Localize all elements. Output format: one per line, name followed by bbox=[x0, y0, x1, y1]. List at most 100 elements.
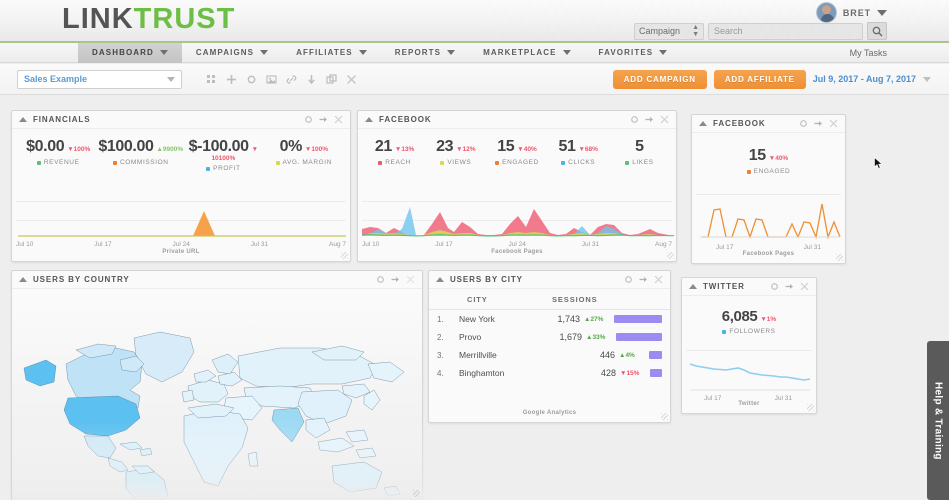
widget-footer: Private URL bbox=[162, 249, 200, 255]
add-affiliate-button[interactable]: ADD AFFILIATE bbox=[713, 69, 806, 89]
chevron-down-icon bbox=[447, 50, 456, 55]
help-and-training-tab[interactable]: Help & Training bbox=[927, 341, 949, 500]
search-scope-select[interactable]: Campaign ▲ ▼ bbox=[634, 22, 704, 40]
gear-icon[interactable] bbox=[799, 119, 808, 128]
expand-arrow-icon[interactable] bbox=[639, 275, 648, 284]
expand-arrow-icon[interactable] bbox=[645, 115, 654, 124]
nav-item-campaigns[interactable]: CAMPAIGNS bbox=[182, 43, 282, 63]
expand-arrow-icon[interactable] bbox=[785, 282, 794, 291]
close-icon[interactable] bbox=[800, 282, 809, 291]
resize-handle[interactable] bbox=[807, 404, 814, 411]
gear-icon[interactable] bbox=[624, 275, 633, 284]
expand-arrow-icon[interactable] bbox=[319, 115, 328, 124]
kpi-likes: 5 LIKES bbox=[609, 138, 670, 166]
nav-item-affiliates[interactable]: AFFILIATES bbox=[282, 43, 381, 63]
gear-icon[interactable] bbox=[630, 115, 639, 124]
image-icon[interactable] bbox=[266, 74, 277, 85]
search-input[interactable]: Search bbox=[708, 22, 863, 40]
table-row[interactable]: 2. Provo 1,679 ▲33% bbox=[429, 328, 670, 346]
widget-footer: Facebook Pages bbox=[491, 249, 543, 255]
table-row[interactable]: 1. New York 1,743 ▲27% bbox=[429, 310, 670, 328]
close-icon[interactable] bbox=[334, 115, 343, 124]
city-table-header: CITY SESSIONS bbox=[429, 289, 670, 310]
link-icon[interactable] bbox=[286, 74, 297, 85]
gear-icon[interactable] bbox=[770, 282, 779, 291]
table-row[interactable]: 3. Merrillville 446 ▲4% bbox=[429, 346, 670, 364]
resize-handle[interactable] bbox=[413, 490, 420, 497]
dashboard-select[interactable]: Sales Example bbox=[17, 69, 182, 89]
nav-item-favorites[interactable]: FAVORITES bbox=[585, 43, 682, 63]
collapse-icon[interactable] bbox=[19, 117, 27, 122]
kpi-clicks: 51 ▼68% CLICKS bbox=[548, 138, 609, 166]
x-tick: Aug 7 bbox=[655, 241, 672, 248]
gear-icon[interactable] bbox=[304, 115, 313, 124]
close-icon[interactable] bbox=[654, 275, 663, 284]
row-delta: ▼15% bbox=[620, 369, 640, 377]
resize-handle[interactable] bbox=[836, 254, 843, 261]
legend-dot bbox=[625, 160, 630, 165]
download-icon[interactable] bbox=[306, 74, 317, 85]
close-icon[interactable] bbox=[660, 115, 669, 124]
linktrust-logo[interactable]: LINKTRUST bbox=[62, 3, 235, 36]
x-tick: Jul 17 bbox=[716, 244, 734, 251]
copy-icon[interactable] bbox=[326, 73, 337, 85]
nav-label: AFFILIATES bbox=[296, 48, 353, 57]
expand-arrow-icon[interactable] bbox=[391, 275, 400, 284]
close-icon[interactable] bbox=[346, 74, 357, 85]
chevron-down-icon[interactable] bbox=[877, 9, 887, 16]
collapse-icon[interactable] bbox=[19, 277, 27, 282]
financials-kpis: $0.00 ▼100% REVENUE $100.00 ▲9900% COMMISS… bbox=[12, 129, 350, 174]
avatar bbox=[815, 2, 837, 23]
close-icon[interactable] bbox=[829, 119, 838, 128]
x-tick: Jul 31 bbox=[581, 241, 600, 248]
user-menu[interactable]: BRET bbox=[815, 2, 887, 23]
resize-handle[interactable] bbox=[667, 252, 674, 259]
facebook-x-ticks: Jul 10 Jul 17 Jul 24 Jul 31 Aug 7 bbox=[362, 241, 672, 248]
mouse-cursor bbox=[874, 157, 883, 169]
row-sessions: 1,743 bbox=[557, 314, 580, 324]
date-range-picker[interactable]: Jul 9, 2017 - Aug 7, 2017 bbox=[813, 74, 931, 84]
x-tick: Aug 7 bbox=[329, 241, 346, 248]
row-bar bbox=[616, 333, 662, 341]
gear-icon[interactable] bbox=[246, 74, 257, 85]
kpi-label: VIEWS bbox=[447, 159, 472, 166]
kpi-label: COMMISSION bbox=[119, 159, 169, 166]
close-icon[interactable] bbox=[406, 275, 415, 284]
nav-label: MARKETPLACE bbox=[483, 48, 557, 57]
expand-arrow-icon[interactable] bbox=[814, 119, 823, 128]
collapse-icon[interactable] bbox=[699, 121, 707, 126]
resize-handle[interactable] bbox=[661, 413, 668, 420]
row-city: Binghamton bbox=[459, 368, 505, 378]
widget-users-by-city: USERS BY CITY CITY SESSIONS 1. New York … bbox=[428, 270, 671, 423]
facebook-kpis: 21 ▼13% REACH 23 ▼12% VIEWS 15 ▼40% ENGAGED… bbox=[358, 129, 676, 168]
row-sessions: 1,679 bbox=[559, 332, 582, 342]
nav-item-dashboard[interactable]: DASHBOARD bbox=[78, 42, 182, 63]
search-button[interactable] bbox=[867, 22, 887, 40]
collapse-icon[interactable] bbox=[365, 117, 373, 122]
resize-handle[interactable] bbox=[341, 252, 348, 259]
nav-item-reports[interactable]: REPORTS bbox=[381, 43, 469, 63]
world-map-container[interactable] bbox=[12, 290, 424, 500]
grid-icon[interactable] bbox=[206, 74, 217, 85]
collapse-icon[interactable] bbox=[689, 284, 697, 289]
add-campaign-button[interactable]: ADD CAMPAIGN bbox=[612, 69, 707, 89]
plus-icon[interactable] bbox=[226, 74, 237, 85]
toolbar-icons bbox=[206, 73, 357, 85]
x-tick: Jul 17 bbox=[704, 395, 722, 402]
table-row[interactable]: 4. Binghamton 428 ▼15% bbox=[429, 364, 670, 382]
kpi-engaged: 15 ▼40% ENGAGED bbox=[486, 138, 547, 166]
widget-footer: Google Analytics bbox=[522, 410, 577, 416]
gear-icon[interactable] bbox=[376, 275, 385, 284]
my-tasks-link[interactable]: My Tasks bbox=[849, 47, 887, 58]
collapse-icon[interactable] bbox=[436, 277, 444, 282]
nav-item-marketplace[interactable]: MARKETPLACE bbox=[469, 43, 584, 63]
kpi-delta: ▲9900% bbox=[156, 146, 184, 153]
kpi-value: $-100.00 bbox=[188, 138, 249, 155]
facebook-small-x-ticks: Jul 17 Jul 31 bbox=[716, 244, 821, 251]
kpi-commission: $100.00 ▲9900% COMMISSION bbox=[98, 138, 183, 172]
kpi-label: REACH bbox=[385, 159, 411, 166]
financials-x-ticks: Jul 10 Jul 17 Jul 24 Jul 31 Aug 7 bbox=[16, 241, 346, 248]
kpi-value: $0.00 bbox=[26, 138, 65, 155]
row-index: 2. bbox=[437, 332, 444, 342]
kpi-delta: ▼100% bbox=[67, 146, 91, 153]
